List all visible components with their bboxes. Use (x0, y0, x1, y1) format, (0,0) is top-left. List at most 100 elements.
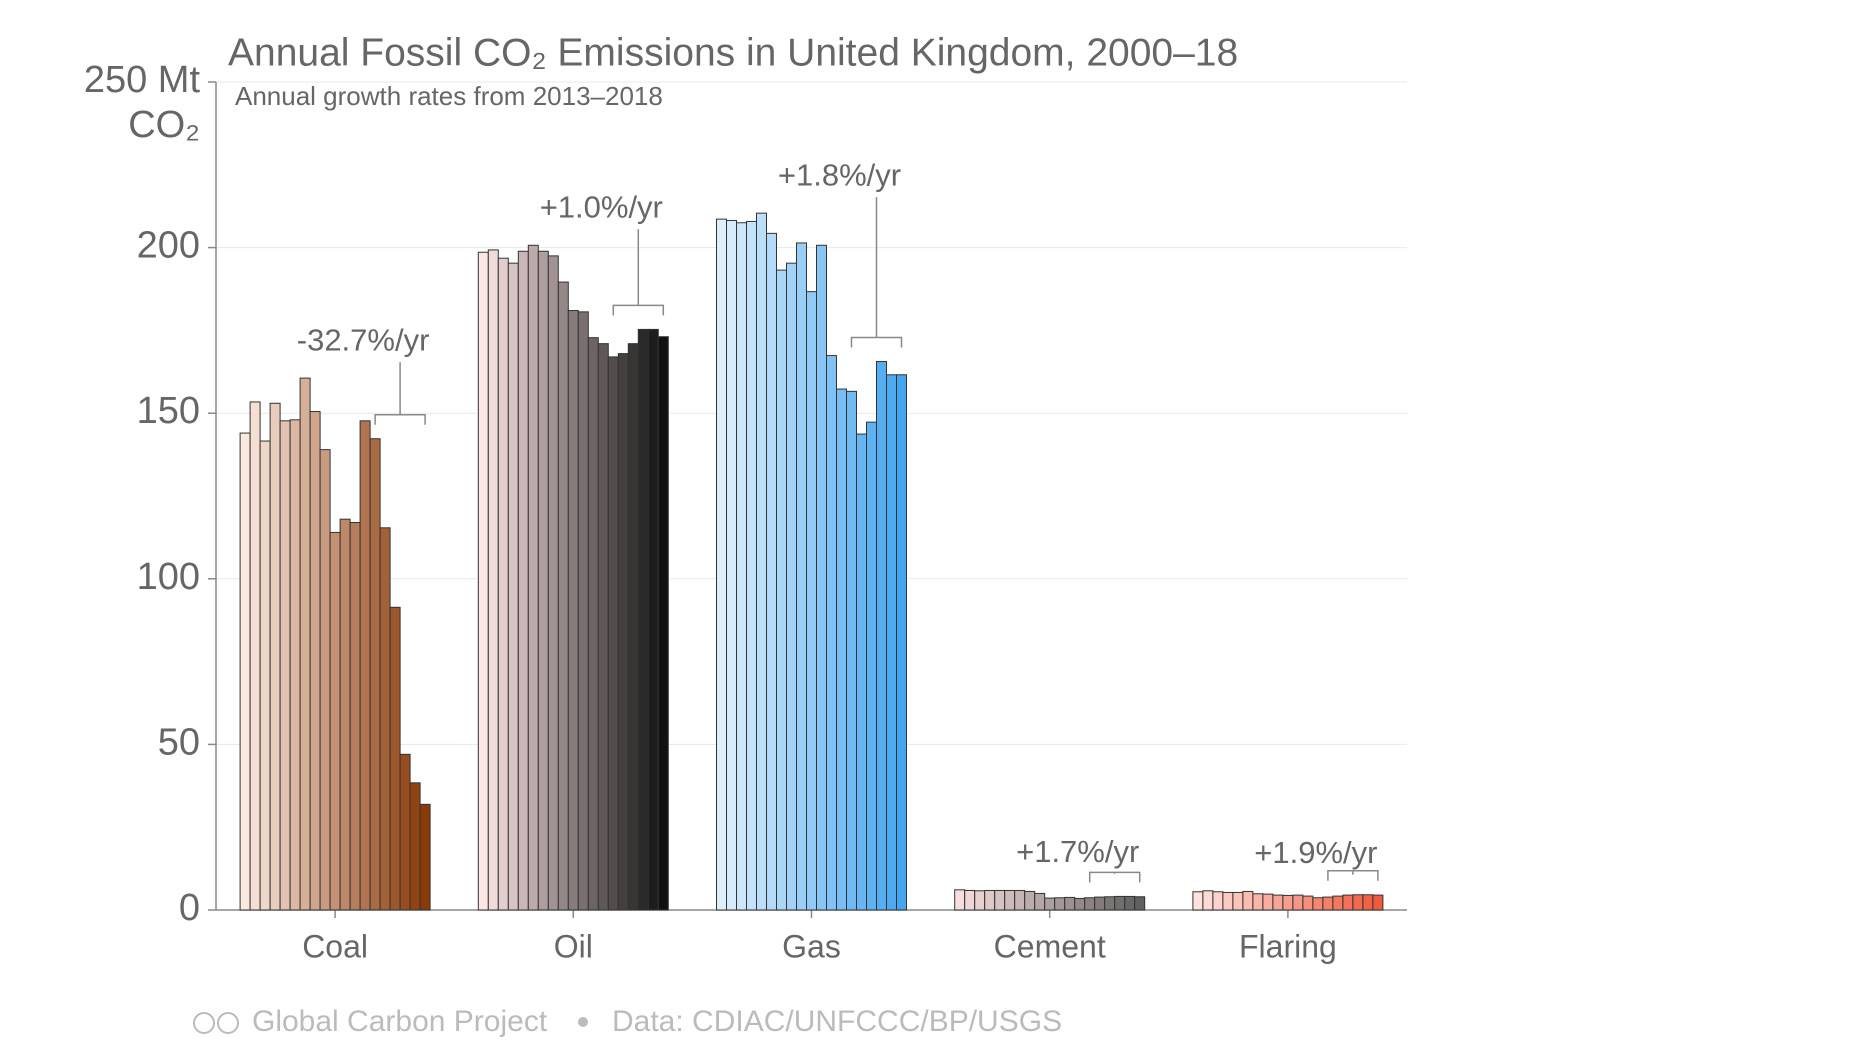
bar (487, 249, 499, 911)
bar (1292, 894, 1304, 911)
bar (866, 421, 877, 911)
bar (1104, 896, 1116, 911)
growth-annotation: -32.7%/yr (297, 322, 430, 357)
bar (1242, 890, 1254, 911)
bar (537, 250, 549, 911)
x-tick-label: Coal (302, 928, 368, 964)
bar (389, 606, 401, 911)
bar (766, 232, 777, 911)
bar (796, 242, 807, 911)
bar (269, 402, 281, 911)
bar (627, 343, 639, 911)
bar (1074, 897, 1086, 911)
bar (309, 411, 321, 911)
bar (954, 889, 966, 911)
growth-annotation: +1.7%/yr (1016, 834, 1139, 869)
bar (349, 521, 361, 911)
bar (1212, 891, 1224, 911)
y-tick-label: 50 (158, 721, 200, 763)
bar (716, 218, 727, 911)
bar (1202, 890, 1214, 911)
bar (617, 353, 629, 911)
bar (984, 889, 996, 911)
y-axis-label: CO₂ (128, 104, 200, 146)
bar (1114, 895, 1126, 911)
growth-bracket (374, 362, 426, 425)
bar (1322, 896, 1334, 911)
bar (527, 244, 539, 911)
bar (547, 255, 559, 911)
bar (726, 219, 737, 911)
by-icon (217, 1012, 239, 1034)
bar (816, 244, 827, 911)
growth-bracket (612, 229, 665, 316)
footer: Global Carbon Project Data: CDIAC/UNFCCC… (193, 1005, 1062, 1038)
bar (856, 433, 867, 911)
x-tick-label: Cement (994, 928, 1106, 964)
bar (379, 527, 391, 911)
bar (517, 250, 529, 911)
bar (964, 889, 976, 911)
bar (1372, 894, 1384, 911)
bar (577, 311, 589, 911)
bar (1064, 896, 1076, 911)
bar (826, 355, 837, 911)
bar (607, 356, 619, 911)
bar (259, 440, 271, 911)
bar (756, 212, 767, 911)
bar (876, 361, 887, 911)
bar (557, 281, 569, 911)
bar (587, 337, 599, 911)
growth-bracket (850, 197, 903, 348)
bar (846, 390, 857, 911)
bar (1272, 894, 1284, 911)
x-tick-label: Gas (782, 928, 841, 964)
bar (497, 257, 509, 911)
y-tick-label: 250 Mt (84, 59, 201, 101)
bar (896, 374, 907, 911)
bar (329, 531, 341, 911)
bar (249, 401, 261, 911)
bar (239, 432, 251, 911)
growth-bracket (1088, 871, 1141, 883)
bar (1094, 896, 1106, 911)
growth-annotation: +1.8%/yr (778, 157, 901, 192)
growth-annotation: +1.9%/yr (1254, 835, 1377, 870)
bar (1332, 895, 1344, 911)
bar (1034, 892, 1046, 911)
bar (786, 262, 797, 911)
bar (886, 374, 897, 911)
bar (1362, 894, 1374, 911)
bar (1084, 897, 1096, 911)
bar (369, 438, 381, 911)
bar (507, 262, 519, 911)
bar (806, 291, 817, 911)
bar (1134, 896, 1146, 911)
bar (567, 310, 579, 911)
bar (1024, 890, 1036, 911)
bar (597, 343, 609, 911)
bar (1124, 895, 1136, 911)
bar (1342, 894, 1354, 911)
bar (776, 269, 787, 911)
bar (994, 889, 1006, 911)
growth-annotation: +1.0%/yr (540, 189, 663, 224)
bar (1352, 894, 1364, 911)
bar (746, 220, 757, 911)
bar (736, 222, 747, 911)
bar (1312, 897, 1324, 911)
y-tick-label: 100 (137, 556, 200, 598)
bar (359, 420, 371, 911)
chart-title: Annual Fossil CO₂ Emissions in United Ki… (228, 31, 1238, 74)
bar (657, 336, 669, 911)
bar (1302, 895, 1314, 911)
y-tick-label: 150 (137, 390, 200, 432)
bar (1054, 897, 1066, 911)
bar (1192, 891, 1204, 911)
footer-bullet (578, 1017, 588, 1027)
bar (319, 449, 331, 911)
bar (637, 328, 649, 911)
bar (974, 890, 986, 911)
bar (1282, 894, 1294, 911)
